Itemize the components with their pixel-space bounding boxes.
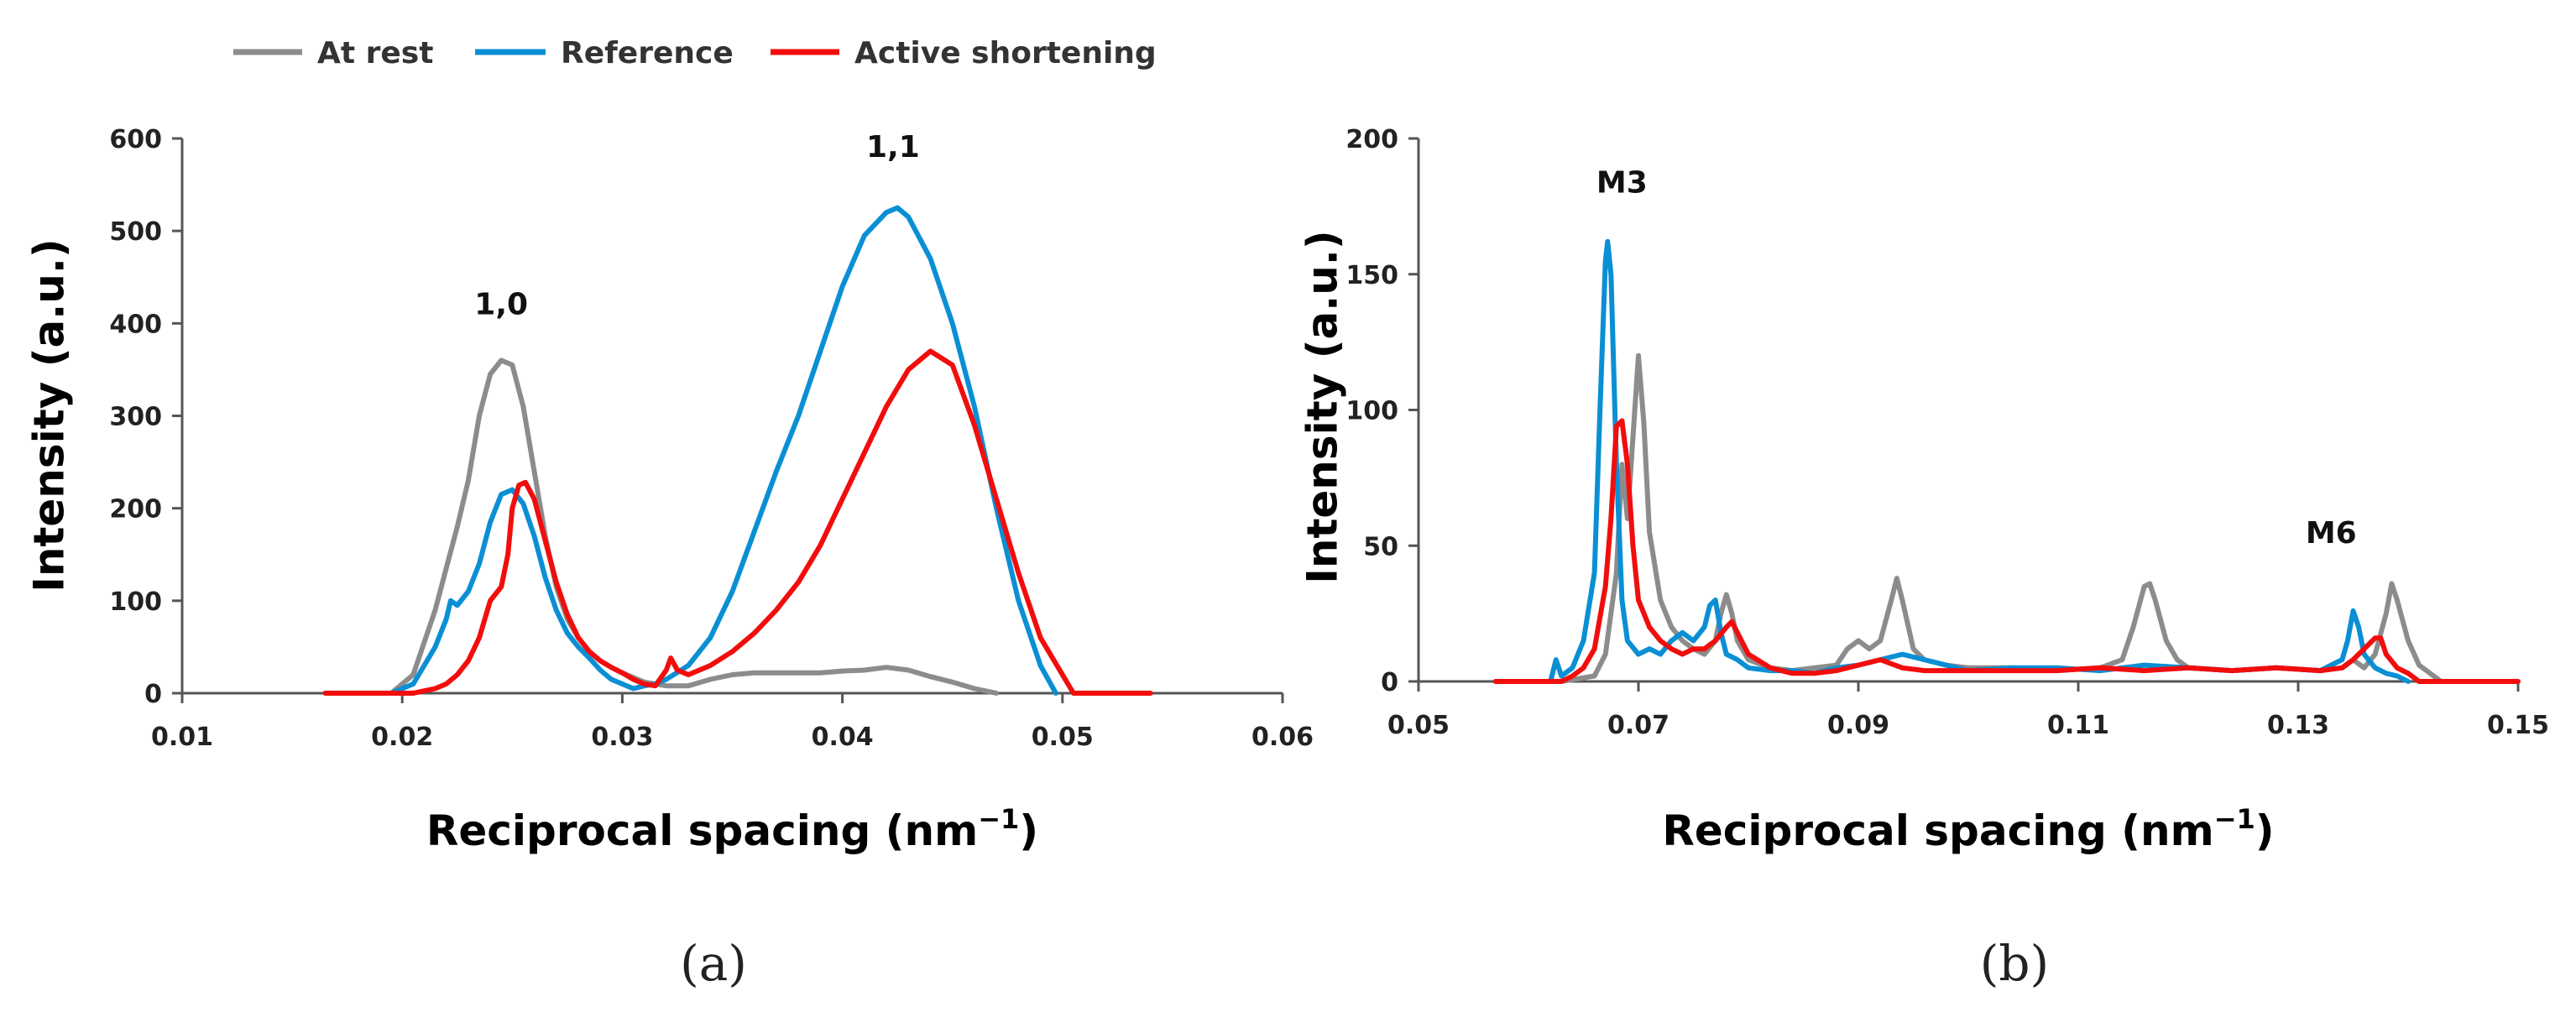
x-tick-label: 0.05 <box>1387 711 1450 740</box>
x-tick-label: 0.03 <box>591 723 653 752</box>
y-tick-label: 50 <box>1363 532 1398 561</box>
y-tick-label: 600 <box>109 125 162 154</box>
y-tick-label: 300 <box>109 403 162 432</box>
y-tick-label: 0 <box>144 680 162 709</box>
legend-label-reference: Reference <box>561 36 734 70</box>
peak-label: M6 <box>2306 516 2357 551</box>
legend-label-active-shortening: Active shortening <box>854 36 1157 70</box>
panel-label: (a) <box>680 935 747 992</box>
y-tick-label: 200 <box>1345 125 1398 154</box>
x-tick-label: 0.04 <box>812 723 874 752</box>
y-tick-label: 500 <box>109 217 162 247</box>
legend-label-at-rest: At rest <box>317 36 433 70</box>
peak-label: 1,0 <box>474 287 528 321</box>
x-axis-title: Reciprocal spacing (nm−1) <box>426 803 1038 855</box>
x-axis-title: Reciprocal spacing (nm−1) <box>1662 803 2274 855</box>
y-axis-title: Intensity (a.u.) <box>1298 230 1347 583</box>
y-tick-label: 400 <box>109 310 162 339</box>
y-tick-label: 100 <box>109 587 162 617</box>
chart-panel-b: 0 50 100 150 200 0.05 0.07 0.09 0.11 0.13 0.15 M3 M6… <box>1298 125 2550 992</box>
series-line-active-shortening <box>1492 418 2521 684</box>
x-tick-label: 0.15 <box>2487 711 2549 740</box>
peak-label: 1,1 <box>866 130 920 164</box>
y-tick-label: 200 <box>109 495 162 525</box>
y-tick-label: 150 <box>1345 261 1398 290</box>
legend: At rest Reference Active shortening <box>233 36 1157 70</box>
y-tick-label: 100 <box>1345 397 1398 426</box>
peak-label: M3 <box>1596 166 1648 201</box>
x-tick-label: 0.05 <box>1032 723 1094 752</box>
x-tick-label: 0.13 <box>2267 711 2329 740</box>
chart-panel-a: 0 100 200 300 400 500 600 0.01 0.02 0.03 0.04 0.05 0… <box>25 125 1314 992</box>
y-tick-label: 0 <box>1381 668 1398 697</box>
series-line-active-shortening <box>322 348 1153 696</box>
series-line-reference <box>389 205 1058 696</box>
y-axis-title: Intensity (a.u.) <box>25 238 74 592</box>
x-tick-label: 0.06 <box>1251 723 1314 752</box>
series-line-reference <box>1548 238 2411 684</box>
x-tick-label: 0.01 <box>151 723 213 752</box>
series-line-at-rest <box>389 358 1000 696</box>
panel-label: (b) <box>1980 935 2049 992</box>
x-tick-label: 0.11 <box>2047 711 2109 740</box>
x-tick-label: 0.09 <box>1827 711 1889 740</box>
x-tick-label: 0.07 <box>1607 711 1669 740</box>
x-tick-label: 0.02 <box>371 723 433 752</box>
